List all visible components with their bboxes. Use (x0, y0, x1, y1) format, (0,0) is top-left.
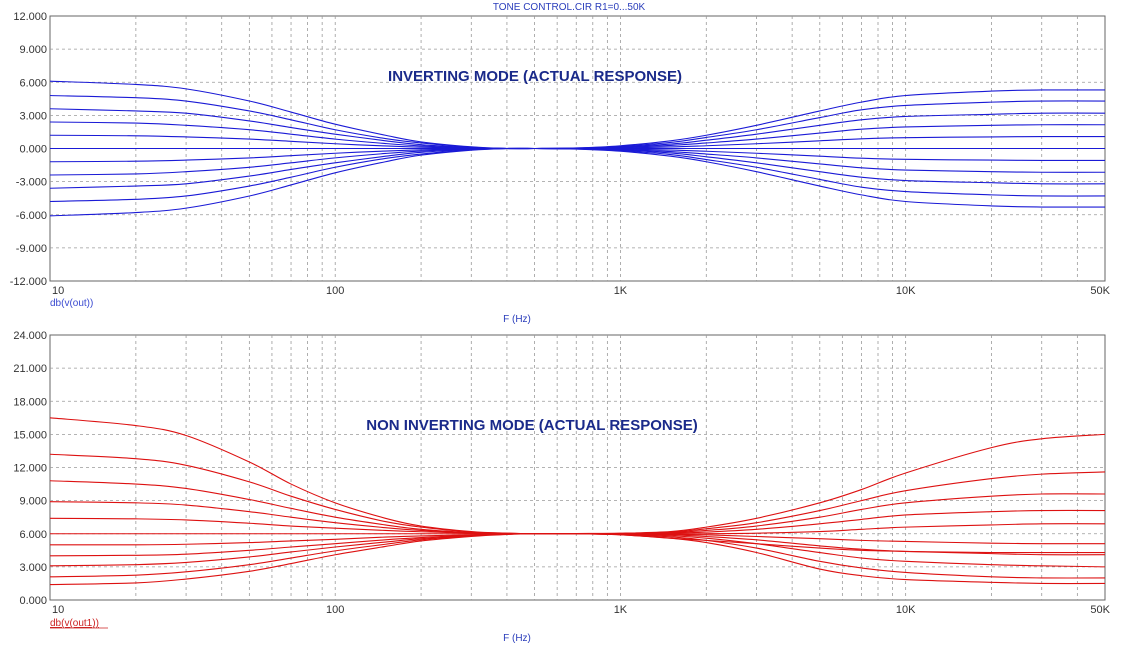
x-tick-label: 1K (614, 604, 628, 616)
plot-non-inverting[interactable]: 24.000 21.000 18.000 15.000 12.000 9.000 6.000… (13, 330, 1110, 644)
y-tick-label: 12.000 (13, 11, 47, 23)
y-tick-label: 21.000 (13, 363, 47, 375)
x-tick-label: 10K (896, 285, 916, 297)
x-axis-label: F (Hz) (503, 633, 531, 644)
x-axis-label: F (Hz) (503, 314, 531, 325)
y-tick-label: 9.000 (19, 44, 47, 56)
x-tick-label: 100 (326, 285, 344, 297)
y-tick-label: 18.000 (13, 396, 47, 408)
x-tick-label: 10 (52, 285, 64, 297)
x-tick-label: 10K (896, 604, 916, 616)
y-tick-label: 15.000 (13, 429, 47, 441)
y-tick-label: 12.000 (13, 463, 47, 475)
annotation-non-inverting: NON INVERTING MODE (ACTUAL RESPONSE) (366, 417, 697, 434)
y-tick-label: 3.000 (19, 562, 47, 574)
window-title: TONE CONTROL.CIR R1=0...50K (493, 2, 646, 13)
y-tick-label: 9.000 (19, 496, 47, 508)
y-tick-label: -9.000 (16, 243, 47, 255)
y-tick-label: -6.000 (16, 210, 47, 222)
x-tick-label: 1K (614, 285, 628, 297)
y-tick-label: -12.000 (10, 276, 47, 288)
x-tick-label: 50K (1090, 604, 1110, 616)
y-tick-label: 24.000 (13, 330, 47, 342)
y-expression-label[interactable]: db(v(out)) (50, 298, 93, 309)
y-tick-label: 6.000 (19, 77, 47, 89)
series-group (49, 417, 1106, 586)
x-tick-label: 50K (1090, 285, 1110, 297)
y-tick-label: 0.000 (19, 144, 47, 156)
plot-inverting[interactable]: 12.000 9.000 6.000 3.000 0.000 -3.000 -6.000 -9… (10, 11, 1111, 325)
x-tick-label: 100 (326, 604, 344, 616)
y-tick-label: -3.000 (16, 177, 47, 189)
series-line-11 (49, 533, 1106, 586)
annotation-inverting: INVERTING MODE (ACTUAL RESPONSE) (388, 68, 682, 85)
y-expression-label[interactable]: db(v(out1)) (50, 618, 99, 629)
x-tick-label: 10 (52, 604, 64, 616)
series-group (49, 80, 1106, 217)
y-tick-label: 0.000 (19, 595, 47, 607)
y-tick-label: 3.000 (19, 110, 47, 122)
series-line-11 (49, 147, 1106, 217)
y-tick-label: 6.000 (19, 529, 47, 541)
